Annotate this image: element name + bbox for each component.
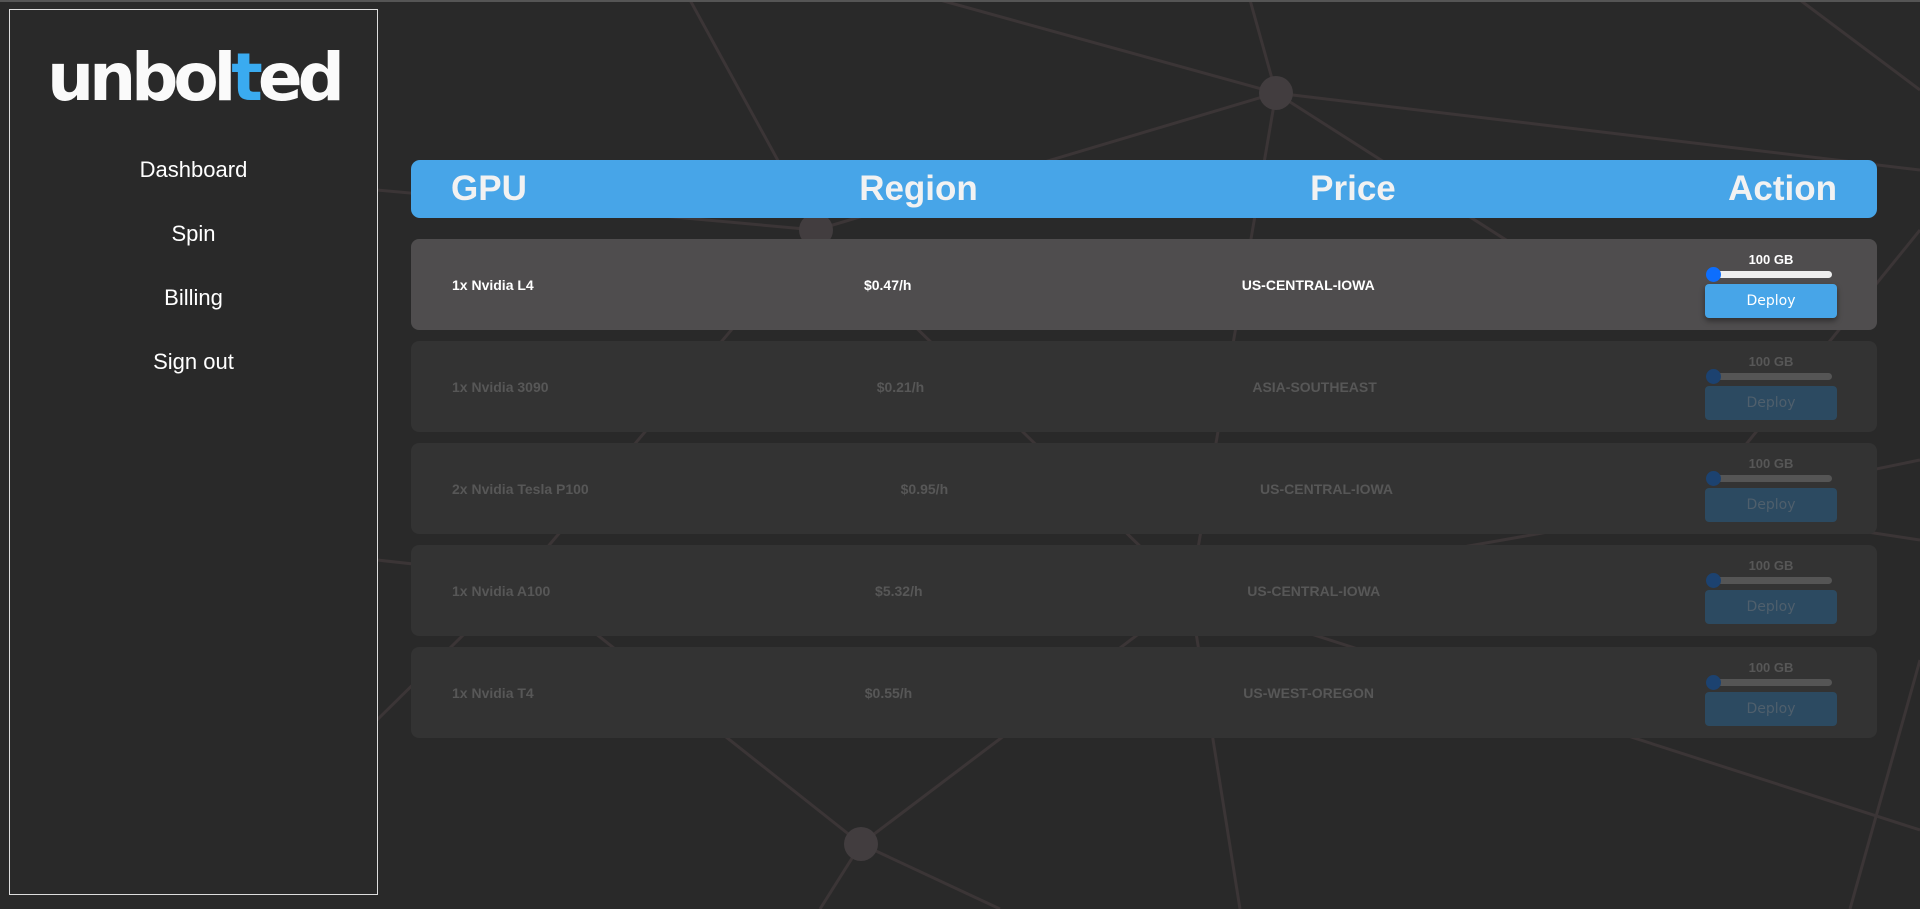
header-price: Price <box>1310 169 1396 208</box>
table-row: 2x Nvidia Tesla P100 $0.95/h US-CENTRAL-IO… <box>411 443 1877 534</box>
deploy-button[interactable]: Deploy <box>1704 283 1837 318</box>
slider-thumb <box>1706 674 1721 690</box>
gpu-price: $0.55/h <box>864 684 913 701</box>
sidebar: unbolted Dashboard Spin Billing Sign out <box>9 9 378 895</box>
deploy-button: Deploy <box>1704 589 1837 624</box>
storage-slider[interactable] <box>1705 266 1832 282</box>
header-gpu: GPU <box>451 169 527 208</box>
action-cell: 100 GB Deploy <box>1704 557 1837 624</box>
logo-text-end: ed <box>257 39 345 116</box>
action-cell: 100 GB Deploy <box>1704 455 1837 522</box>
storage-slider <box>1705 470 1832 486</box>
gpu-name: 1x Nvidia T4 <box>452 684 534 701</box>
table-row: 1x Nvidia A100 $5.32/h US-CENTRAL-IOWA 100 … <box>411 545 1877 636</box>
storage-label: 100 GB <box>1748 455 1794 471</box>
gpu-price: $5.32/h <box>875 582 923 599</box>
gpu-region: US-WEST-OREGON <box>1243 684 1374 701</box>
gpu-region: US-CENTRAL-IOWA <box>1247 582 1381 599</box>
storage-slider <box>1706 674 1832 690</box>
deploy-button: Deploy <box>1704 385 1837 420</box>
deploy-button: Deploy <box>1705 691 1837 726</box>
sidebar-item-dashboard[interactable]: Dashboard <box>139 157 248 182</box>
logo-accent: t <box>231 39 262 116</box>
storage-slider <box>1705 572 1832 588</box>
sidebar-item-spin[interactable]: Spin <box>171 221 216 246</box>
gpu-price: $0.47/h <box>863 276 912 293</box>
gpu-name: 1x Nvidia L4 <box>452 276 534 293</box>
gpu-region: US-CENTRAL-IOWA <box>1241 276 1375 293</box>
deploy-button: Deploy <box>1704 487 1837 522</box>
sidebar-item-sign-out[interactable]: Sign out <box>153 349 234 374</box>
gpu-region: ASIA-SOUTHEAST <box>1252 378 1377 395</box>
gpu-region: US-CENTRAL-IOWA <box>1260 480 1394 497</box>
gpu-name: 2x Nvidia Tesla P100 <box>452 480 589 497</box>
slider-thumb <box>1705 368 1721 384</box>
table-row: 1x Nvidia T4 $0.55/h US-WEST-OREGON 100 GB D… <box>411 647 1877 738</box>
action-cell: 100 GB Deploy <box>1704 251 1837 318</box>
gpu-price: $0.21/h <box>876 378 925 395</box>
storage-label: 100 GB <box>1748 659 1794 675</box>
header-action: Action <box>1728 169 1837 208</box>
storage-label: 100 GB <box>1748 251 1794 267</box>
gpu-name: 1x Nvidia A100 <box>452 582 551 599</box>
sidebar-nav: Dashboard Spin Billing Sign out <box>10 150 377 406</box>
table-row: 1x Nvidia 3090 $0.21/h ASIA-SOUTHEAST 100 G… <box>411 341 1877 432</box>
header-region: Region <box>859 169 978 208</box>
table-row: 1x Nvidia L4 $0.47/h US-CENTRAL-IOWA 100 GB… <box>411 239 1877 330</box>
slider-thumb[interactable] <box>1705 266 1721 282</box>
gpu-name: 1x Nvidia 3090 <box>452 378 549 395</box>
gpu-price: $0.95/h <box>900 480 949 497</box>
storage-label: 100 GB <box>1748 557 1794 573</box>
action-cell: 100 GB Deploy <box>1705 660 1837 726</box>
top-border <box>0 0 1920 2</box>
action-cell: 100 GB Deploy <box>1704 353 1837 420</box>
sidebar-item-billing[interactable]: Billing <box>164 285 223 310</box>
storage-label: 100 GB <box>1748 353 1794 369</box>
table-header: GPU Region Price Action <box>411 160 1877 218</box>
slider-thumb <box>1705 572 1721 588</box>
logo-text: unbol <box>47 39 236 116</box>
logo[interactable]: unbolted <box>10 42 377 114</box>
storage-slider <box>1705 368 1832 384</box>
gpu-table: GPU Region Price Action 1x Nvidia L4 $0.4… <box>411 160 1877 738</box>
slider-thumb <box>1705 470 1721 486</box>
